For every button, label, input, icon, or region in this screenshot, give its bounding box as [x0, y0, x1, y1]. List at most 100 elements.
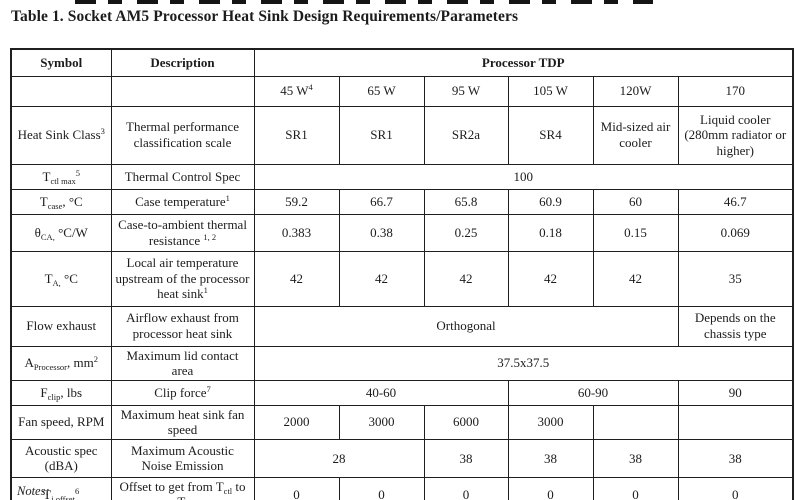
value-cell: 0 [507, 476, 594, 500]
value-cell: SR1 [338, 105, 425, 165]
description-cell: Offset to get from Tctl to Tj [110, 476, 255, 500]
value-cell: SR4 [507, 105, 594, 165]
footnote-ref: 1 [225, 192, 230, 203]
footnote-ref: 1 [203, 285, 208, 296]
description-cell: Thermal performance classification scale [110, 105, 255, 165]
value-cell: 46.7 [677, 188, 794, 215]
subscript: clip [47, 391, 61, 402]
description-cell: Maximum Acoustic Noise Emission [110, 438, 255, 478]
footnote-ref: 6 [74, 485, 80, 496]
value-cell: 42 [507, 250, 594, 307]
value-cell-span: Orthogonal [253, 305, 679, 347]
row-flow-exhaust: Flow exhaust Airflow exhaust from proces… [10, 305, 794, 347]
symbol-cell: Acoustic spec (dBA) [10, 438, 112, 478]
description-cell: Airflow exhaust from processor heat sink [110, 305, 255, 347]
value-cell: 0.069 [677, 213, 794, 252]
col-45w: 45 W4 [253, 75, 340, 107]
footnote-ref: 7 [206, 383, 211, 394]
empty-cell [110, 75, 255, 107]
value-cell: SR1 [253, 105, 340, 165]
header-row: Symbol Description Processor TDP [10, 48, 794, 77]
value-cell: 90 [677, 379, 794, 406]
tdp-columns-row: 45 W4 65 W 95 W 105 W 120W 170 [10, 75, 794, 107]
subscript: case [47, 200, 63, 211]
symbol-cell: Fclip, lbs [10, 379, 112, 406]
value-cell-span: 40-60 [253, 379, 509, 406]
description-cell: Maximum lid contact area [110, 345, 255, 381]
empty-cell [10, 75, 112, 107]
value-cell: 2000 [253, 404, 340, 440]
subscript: CA, [40, 231, 55, 242]
row-a-processor: AProcessor, mm2 Maximum lid contact area… [10, 345, 794, 381]
value-cell: 42 [338, 250, 425, 307]
footnote-ref: 5 [75, 167, 80, 178]
value-cell: 3000 [338, 404, 425, 440]
value-cell: 0 [592, 476, 679, 500]
symbol-cell: Fan speed, RPM [10, 404, 112, 440]
value-cell-span: 100 [253, 163, 794, 190]
description-cell: Maximum heat sink fan speed [110, 404, 255, 440]
row-acoustic-spec: Acoustic spec (dBA) Maximum Acoustic Noi… [10, 438, 794, 478]
row-heat-sink-class: Heat Sink Class3 Thermal performance cla… [10, 105, 794, 165]
subscript: j,offset [51, 493, 75, 500]
header-processor-tdp: Processor TDP [253, 48, 794, 77]
footnote-ref: 1, 2 [203, 231, 217, 242]
value-cell: 0 [677, 476, 794, 500]
value-cell: 0.18 [507, 213, 594, 252]
value-cell: 0.38 [338, 213, 425, 252]
value-cell: Liquid cooler (280mm radiator or higher) [677, 105, 794, 165]
footnote-ref: 3 [100, 126, 105, 137]
subscript: ctl max [50, 175, 76, 186]
row-theta-ca: θCA, °C/W Case-to-ambient thermal resist… [10, 213, 794, 252]
table-left-border-stub [10, 481, 12, 500]
value-cell: 38 [507, 438, 594, 478]
value-cell: 42 [253, 250, 340, 307]
subscript: Processor [33, 362, 67, 373]
superscript: 2 [93, 354, 98, 365]
col-170: 170 [677, 75, 794, 107]
value-cell: 0 [253, 476, 340, 500]
row-tctl-max: Tctl max5 Thermal Control Spec 100 [10, 163, 794, 190]
symbol-cell: TA, °C [10, 250, 112, 307]
value-cell: 59.2 [253, 188, 340, 215]
heat-sink-spec-table: Symbol Description Processor TDP 45 W4 6… [10, 48, 794, 500]
value-cell: 42 [592, 250, 679, 307]
row-f-clip: Fclip, lbs Clip force7 40-60 60-90 90 [10, 379, 794, 406]
value-cell: 0.25 [423, 213, 509, 252]
subscript: A, [52, 277, 61, 288]
description-cell: Case temperature1 [110, 188, 255, 215]
description-cell: Thermal Control Spec [110, 163, 255, 190]
table-title: Table 1. Socket AM5 Processor Heat Sink … [11, 8, 519, 25]
value-cell: Mid-sized air cooler [592, 105, 679, 165]
value-cell: 60.9 [507, 188, 594, 215]
value-cell-span: 37.5x37.5 [253, 345, 794, 381]
value-cell: 42 [423, 250, 509, 307]
header-description: Description [110, 48, 255, 77]
col-105w: 105 W [507, 75, 594, 107]
description-cell: Case-to-ambient thermal resistance 1, 2 [110, 213, 255, 252]
col-95w: 95 W [423, 75, 509, 107]
value-cell: 0.15 [592, 213, 679, 252]
value-cell: 38 [677, 438, 794, 478]
row-tcase: Tcase, °C Case temperature1 59.2 66.7 65… [10, 188, 794, 215]
description-cell: Clip force7 [110, 379, 255, 406]
row-tj-offset: Tj,offset6 Offset to get from Tctl to Tj… [10, 476, 794, 500]
col-120w: 120W [592, 75, 679, 107]
value-cell: 65.8 [423, 188, 509, 215]
col-65w: 65 W [338, 75, 425, 107]
symbol-cell: Heat Sink Class3 [10, 105, 112, 165]
value-cell-empty [677, 404, 794, 440]
symbol-cell: AProcessor, mm2 [10, 345, 112, 381]
row-fan-speed: Fan speed, RPM Maximum heat sink fan spe… [10, 404, 794, 440]
value-cell: Depends on the chassis type [677, 305, 794, 347]
clipped-text-artifact [75, 0, 653, 4]
symbol-cell: θCA, °C/W [10, 213, 112, 252]
value-cell: 0 [423, 476, 509, 500]
symbol-cell: Tctl max5 [10, 163, 112, 190]
footnote-ref: 4 [308, 82, 313, 93]
value-cell: 6000 [423, 404, 509, 440]
value-cell: 3000 [507, 404, 594, 440]
description-cell: Local air temperature upstream of the pr… [110, 250, 255, 307]
notes-label: Notes: [17, 484, 50, 498]
